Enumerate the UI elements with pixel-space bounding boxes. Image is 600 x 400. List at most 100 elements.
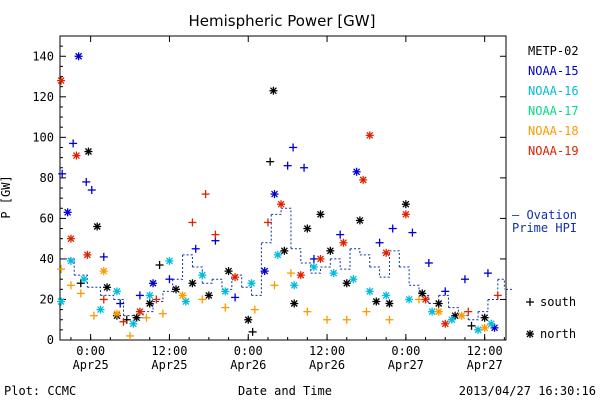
legend-ovation-label: — Ovation [512, 208, 577, 222]
legend-entry: NOAA-18 [528, 124, 579, 138]
footer-timestamp: 2013/04/27 16:30:16 [459, 384, 596, 398]
metp-02-north-point [290, 299, 299, 308]
chart-title: Hemispheric Power [GW] [189, 12, 376, 30]
noaa-19-north-point [441, 319, 450, 328]
x-tick-label: 12:00 [151, 344, 187, 358]
noaa-15-north-point [149, 279, 158, 288]
metp-02-north-point [204, 291, 213, 300]
noaa-16-north-point [80, 275, 89, 284]
noaa-16-north-point [96, 305, 105, 314]
x-axis-label: Date and Time [238, 384, 332, 398]
noaa-16-north-point [405, 295, 414, 304]
y-tick-label: 60 [40, 211, 54, 225]
noaa-15-north-point [352, 167, 361, 176]
noaa-18-north-point [457, 311, 466, 320]
noaa-19-north-point [339, 238, 348, 247]
noaa-16-north-point [112, 287, 121, 296]
noaa-15-south-point [289, 143, 298, 152]
noaa-16-north-point [309, 263, 318, 272]
noaa-15-south-point [375, 238, 384, 247]
noaa-18-south-point [142, 313, 151, 322]
x-tick-label: 0:00 [234, 344, 263, 358]
y-tick-label: 80 [40, 171, 54, 185]
noaa-15-south-point [231, 293, 240, 302]
metp-02-north-point [84, 147, 93, 156]
noaa-19-north-point [316, 254, 325, 263]
noaa-18-north-point [112, 309, 121, 318]
noaa-18-south-point [126, 331, 135, 340]
noaa-19-north-point [66, 234, 75, 243]
x-tick-sublabel: Apr25 [151, 358, 187, 372]
noaa-19-north-point [135, 307, 144, 316]
legend-entry: NOAA-15 [528, 64, 579, 78]
metp-02-north-point [480, 313, 489, 322]
noaa-19-north-point [72, 151, 81, 160]
x-tick-sublabel: Apr27 [467, 358, 503, 372]
noaa-18-north-point [480, 323, 489, 332]
noaa-19-north-point [421, 295, 430, 304]
metp-02-south-point [266, 157, 275, 166]
metp-02-north-point [145, 299, 154, 308]
metp-02-north-point [451, 311, 460, 320]
noaa-15-south-point [135, 291, 144, 300]
noaa-18-south-point [198, 295, 207, 304]
y-axis-label: P [GW] [0, 175, 13, 218]
noaa-16-north-point [247, 279, 256, 288]
noaa-16-north-point [273, 250, 282, 259]
metp-02-north-point [244, 315, 253, 324]
noaa-15-south-point [191, 244, 200, 253]
noaa-16-north-point [165, 256, 174, 265]
legend-entry: NOAA-17 [528, 104, 579, 118]
metp-02-south-point [76, 279, 85, 288]
noaa-18-south-point [270, 281, 279, 290]
metp-02-south-point [155, 261, 164, 270]
legend-ovation-label: Prime HPI [512, 221, 577, 235]
y-tick-label: 40 [40, 252, 54, 266]
noaa-15-south-point [483, 269, 492, 278]
x-tick-sublabel: Apr26 [230, 358, 266, 372]
metp-02-north-point [434, 299, 443, 308]
noaa-15-north-point [260, 267, 269, 276]
x-tick-label: 12:00 [467, 344, 503, 358]
noaa-19-north-point [365, 131, 374, 140]
metp-02-south-point [467, 321, 476, 330]
legend-marker-north [526, 330, 534, 338]
y-tick-label: 120 [32, 90, 54, 104]
noaa-18-north-point [178, 291, 187, 300]
noaa-15-south-point [82, 177, 91, 186]
noaa-19-north-point [277, 200, 286, 209]
metp-02-north-point [224, 267, 233, 276]
noaa-15-south-point [441, 287, 450, 296]
noaa-19-north-point [57, 76, 66, 85]
y-tick-label: 20 [40, 292, 54, 306]
noaa-15-north-point [74, 52, 83, 61]
noaa-16-north-point [329, 269, 338, 278]
noaa-16-north-point [129, 319, 138, 328]
metp-02-north-point [172, 285, 181, 294]
legend: METP-02 NOAA-15 NOAA-16 NOAA-17 NOAA-18 NOAA-… [506, 44, 579, 341]
noaa-15-north-point [63, 208, 72, 217]
metp-02-north-point [326, 246, 335, 255]
noaa-15-south-point [69, 139, 78, 148]
noaa-15-south-point [58, 169, 67, 178]
noaa-16-north-point [349, 275, 358, 284]
noaa-19-south-point [119, 317, 128, 326]
legend-marker-label: north [540, 327, 576, 341]
plot-area: 0204060801001201400:00Apr2512:00Apr250:0… [32, 35, 507, 372]
noaa-19-north-point [401, 210, 410, 219]
legend-entry: NOAA-19 [528, 144, 579, 158]
noaa-15-south-point [424, 258, 433, 267]
noaa-15-south-point [165, 275, 174, 284]
noaa-18-south-point [250, 305, 259, 314]
noaa-15-south-point [283, 161, 292, 170]
x-tick-label: 0:00 [391, 344, 420, 358]
noaa-15-south-point [336, 230, 345, 239]
metp-02-north-point [269, 86, 278, 95]
noaa-18-south-point [158, 309, 167, 318]
noaa-15-south-point [300, 163, 309, 172]
noaa-18-south-point [221, 303, 230, 312]
noaa-15-south-point [116, 299, 125, 308]
noaa-19-north-point [382, 248, 391, 257]
noaa-16-north-point [181, 297, 190, 306]
